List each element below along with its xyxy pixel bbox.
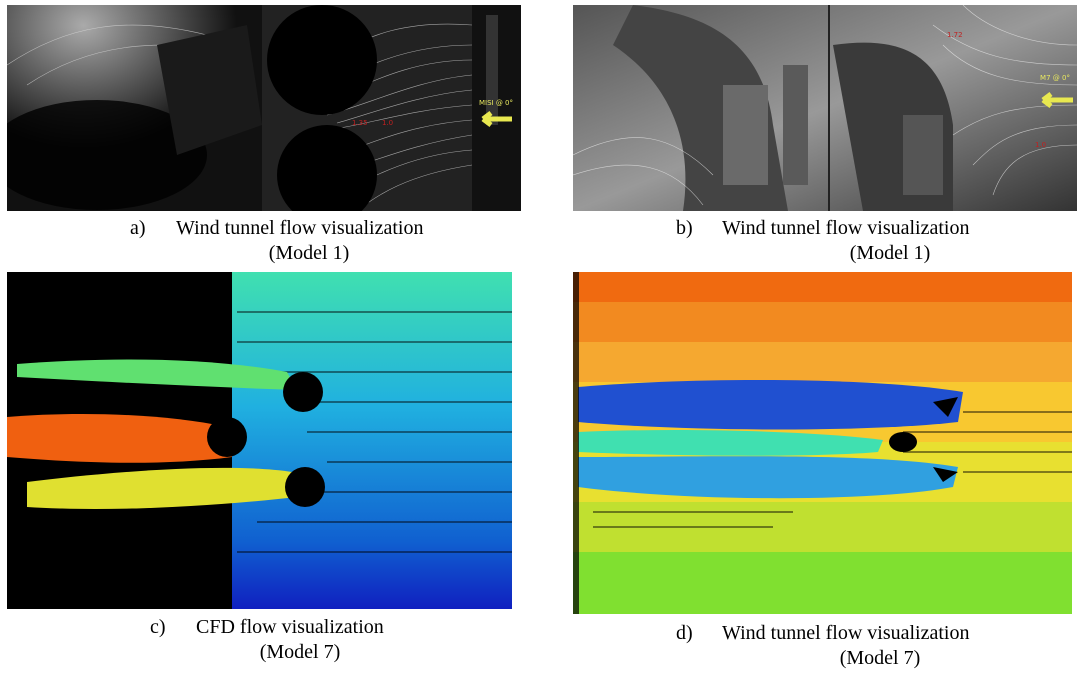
caption: a)Wind tunnel flow visualization (130, 217, 423, 239)
image-label: 1.0 (382, 119, 393, 127)
caption-label: b) (676, 217, 722, 239)
caption-text: Wind tunnel flow visualization (176, 217, 423, 239)
caption: c)CFD flow visualization (150, 616, 384, 638)
caption-label: d) (676, 622, 722, 644)
caption-model: (Model 7) (840, 647, 921, 669)
caption-text: Wind tunnel flow visualization (722, 622, 969, 644)
image-label: 1.35 (352, 119, 368, 127)
image-c (7, 272, 512, 609)
image-label: M7 @ 0° (1040, 74, 1070, 82)
caption: d)Wind tunnel flow visualization (676, 622, 969, 644)
image-b: M7 @ 0° 1.72 1.0 (573, 5, 1077, 211)
caption-model: (Model 1) (269, 242, 350, 264)
image-label: 1.0 (1035, 141, 1046, 149)
caption-text: CFD flow visualization (196, 616, 384, 638)
caption-label: a) (130, 217, 176, 239)
caption: b)Wind tunnel flow visualization (676, 217, 969, 239)
image-d (573, 272, 1072, 614)
caption-model: (Model 7) (260, 641, 341, 663)
image-label: MISI @ 0° (479, 99, 513, 107)
page: MISI @ 0° 1.35 1.0 a)Wind tunnel flow vi… (0, 0, 1077, 674)
caption-text: Wind tunnel flow visualization (722, 217, 969, 239)
caption-label: c) (150, 616, 196, 638)
caption-model: (Model 1) (850, 242, 931, 264)
image-a: MISI @ 0° 1.35 1.0 (7, 5, 521, 211)
image-label: 1.72 (947, 31, 963, 39)
